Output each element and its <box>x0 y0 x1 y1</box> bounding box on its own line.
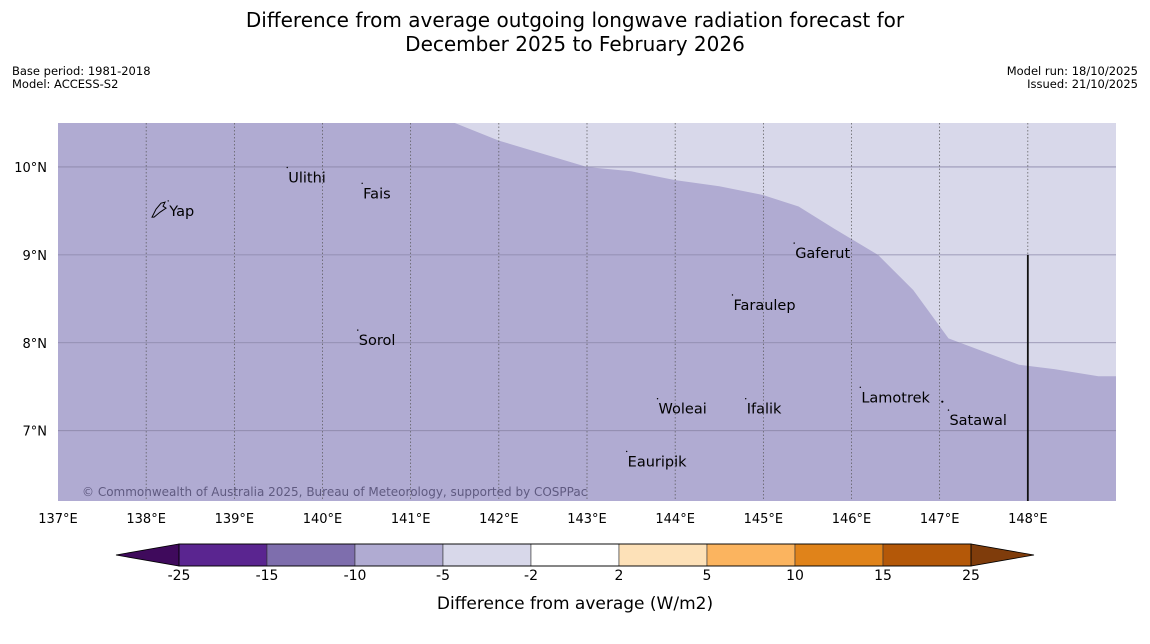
colorbar-segment <box>706 543 796 567</box>
colorbar-tick-label: 10 <box>786 568 804 584</box>
lon-tick-label: 144°E <box>655 512 695 527</box>
meta-left: Base period: 1981-2018 Model: ACCESS-S2 <box>12 65 151 91</box>
colorbar-tick-label: -15 <box>255 568 279 584</box>
place-marker <box>656 397 659 400</box>
colorbar-tick-label: 5 <box>702 568 712 584</box>
place-marker <box>357 329 359 331</box>
colorbar <box>115 543 1035 567</box>
place-label-ifalik: Ifalik <box>747 402 782 418</box>
lon-tick-label: 146°E <box>832 512 872 527</box>
colorbar-tick-label: 25 <box>962 568 980 584</box>
base-period-text: Base period: 1981-2018 <box>12 64 151 78</box>
lon-tick-label: 142°E <box>479 512 519 527</box>
lon-tick-label: 140°E <box>303 512 343 527</box>
place-marker <box>793 242 795 244</box>
colorbar-segment <box>530 543 620 567</box>
colorbar-segment <box>882 543 972 567</box>
chart-title: Difference from average outgoing longwav… <box>0 8 1150 56</box>
place-marker <box>625 450 628 453</box>
colorbar-extend-high <box>970 543 1035 567</box>
map-area: Yap Ulithi Fais Gaferut Faraulep Sorol Woleai I… <box>14 123 1116 527</box>
place-label-ulithi: Ulithi <box>288 171 326 187</box>
place-label-yap: Yap <box>168 204 194 220</box>
place-label-satawal: Satawal <box>949 413 1006 429</box>
colorbar-title: Difference from average (W/m2) <box>436 594 714 614</box>
place-label-sorol: Sorol <box>359 333 396 349</box>
colorbar-segment <box>354 543 444 567</box>
colorbar-tick-label: 2 <box>614 568 624 584</box>
lon-tick-label: 138°E <box>126 512 166 527</box>
colorbar-tick-label: -2 <box>524 568 538 584</box>
yap-island-outline <box>151 201 167 218</box>
colorbar-frame <box>178 543 972 567</box>
title-line-1: Difference from average outgoing longwav… <box>245 8 905 32</box>
colorbar-tick-label: -10 <box>343 568 367 584</box>
place-label-fais: Fais <box>363 186 390 202</box>
colorbar-extend-low <box>115 543 180 567</box>
issued-text: Issued: 21/10/2025 <box>1027 77 1138 91</box>
colorbar-tick-label: 15 <box>874 568 892 584</box>
lon-tick-label: 137°E <box>38 512 78 527</box>
place-marker <box>286 166 288 169</box>
lon-tick-label: 141°E <box>391 512 431 527</box>
island-dot <box>941 400 944 403</box>
place-label-lamotrek: Lamotrek <box>861 390 930 406</box>
lon-tick-label: 139°E <box>215 512 255 527</box>
lon-tick-label: 145°E <box>744 512 784 527</box>
place-marker <box>745 397 747 400</box>
place-label-gaferut: Gaferut <box>795 246 850 262</box>
lat-tick-label: 9°N <box>23 249 48 264</box>
place-marker <box>361 182 363 185</box>
lat-tick-label: 8°N <box>23 337 48 352</box>
place-marker <box>167 200 169 202</box>
model-run-text: Model run: 18/10/2025 <box>1006 64 1138 78</box>
place-marker <box>947 409 950 411</box>
place-label-faraulep: Faraulep <box>733 298 795 314</box>
lon-tick-label: 147°E <box>920 512 960 527</box>
lon-tick-label: 143°E <box>567 512 607 527</box>
place-marker <box>859 386 862 388</box>
lat-tick-label: 10°N <box>14 161 47 176</box>
model-text: Model: ACCESS-S2 <box>12 77 119 91</box>
lat-tick-label: 7°N <box>23 425 48 440</box>
colorbar-tick-label: -5 <box>436 568 450 584</box>
meta-right: Model run: 18/10/2025 Issued: 21/10/2025 <box>1007 65 1138 91</box>
colorbar-segment <box>618 543 708 567</box>
colorbar-segment <box>178 543 268 567</box>
title-line-2: December 2025 to February 2026 <box>405 32 745 56</box>
copyright-text: © Commonwealth of Australia 2025, Bureau… <box>82 485 587 499</box>
place-marker <box>731 294 734 296</box>
colorbar-segment <box>442 543 532 567</box>
place-label-woleai: Woleai <box>659 402 707 418</box>
lon-tick-label: 148°E <box>1008 512 1048 527</box>
place-label-eauripik: Eauripik <box>628 454 687 470</box>
colorbar-tick-label: -25 <box>167 568 191 584</box>
colorbar-segment <box>794 543 884 567</box>
colorbar-segment <box>266 543 356 567</box>
